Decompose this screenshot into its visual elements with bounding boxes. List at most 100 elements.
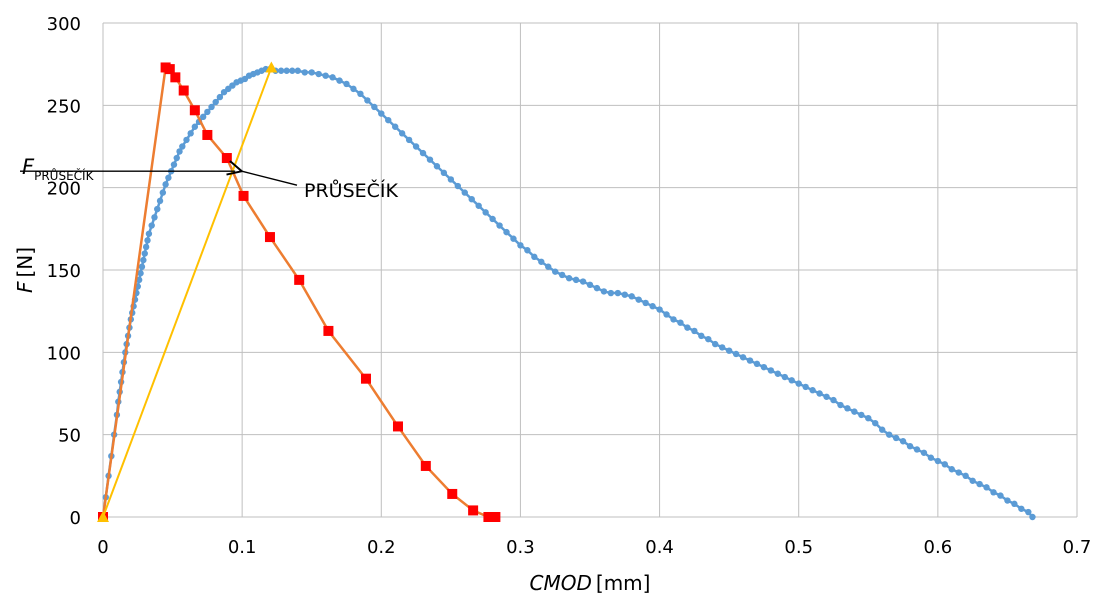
data-point (948, 466, 955, 473)
data-point (392, 123, 399, 130)
data-point (178, 85, 189, 96)
data-point (976, 480, 983, 488)
data-point (739, 354, 747, 361)
data-point (277, 67, 285, 74)
data-point (159, 189, 167, 196)
data-point (426, 156, 434, 163)
data-point (746, 357, 754, 364)
data-point (164, 64, 175, 75)
x-tick-label: 0.3 (506, 537, 535, 558)
y-tick-label: 100 (47, 343, 81, 364)
data-point (844, 405, 851, 412)
data-point (635, 296, 642, 303)
intersection-force-subscript: PRŮSEČÍK (34, 168, 94, 183)
data-point (684, 324, 691, 331)
data-point (202, 129, 213, 140)
data-point (412, 143, 420, 150)
data-point (264, 232, 275, 243)
data-point (170, 161, 178, 168)
data-point (141, 250, 148, 257)
series-line (101, 65, 496, 519)
data-point (364, 97, 371, 104)
data-point (238, 190, 249, 201)
data-point (176, 148, 183, 155)
x-tick-label: 0.5 (784, 537, 813, 558)
grid (103, 22, 1078, 517)
y-tick-label: 250 (47, 96, 81, 117)
data-point (538, 258, 545, 265)
data-point (642, 299, 649, 307)
data-point (420, 460, 431, 471)
data-point (378, 110, 385, 117)
data-point (208, 103, 215, 111)
data-point (154, 205, 161, 213)
data-point (140, 256, 147, 264)
data-point (531, 253, 538, 261)
data-point (489, 215, 496, 223)
data-point (517, 242, 524, 249)
intersection-force-var: F (22, 155, 35, 179)
data-point (691, 327, 698, 335)
data-point (329, 74, 336, 81)
data-point (760, 363, 768, 371)
y-tick-label: 300 (47, 14, 81, 35)
data-point (865, 415, 872, 422)
data-point (301, 69, 308, 76)
x-tick-label: 0.6 (924, 537, 953, 558)
x-tick-label: 0.7 (1063, 537, 1092, 558)
data-point (156, 197, 164, 205)
data-point (969, 477, 976, 484)
data-point (454, 182, 462, 190)
data-point (483, 512, 494, 522)
data-point (221, 153, 232, 164)
series-2 (98, 62, 501, 522)
data-point (712, 340, 719, 348)
series-layer (97, 61, 1036, 522)
data-point (468, 195, 475, 203)
data-point (649, 303, 656, 310)
data-point (781, 373, 788, 381)
data-point (447, 176, 455, 183)
data-point (265, 61, 278, 73)
data-point (475, 202, 482, 209)
data-point (545, 263, 552, 270)
data-point (97, 511, 109, 522)
data-point (572, 276, 580, 284)
y-tick-label: 50 (58, 426, 81, 447)
data-point (851, 408, 858, 415)
data-point (183, 136, 190, 144)
tick-labels: 0 0.1 0.2 0.3 0.4 0.5 0.6 0.7 0 50 100 150 200 250 300 (47, 14, 1092, 558)
data-point (294, 274, 305, 285)
data-point (137, 270, 144, 277)
data-point (323, 325, 334, 336)
intersection-force-label: FPRŮSEČÍK (22, 155, 95, 183)
data-point (189, 105, 200, 116)
data-point (170, 72, 181, 83)
x-tick-label: 0.1 (228, 537, 257, 558)
data-point (496, 222, 503, 229)
y-tick-label: 200 (47, 179, 81, 200)
data-point (145, 230, 153, 237)
data-point (322, 72, 329, 79)
data-point (503, 228, 510, 236)
x-tick-label: 0 (97, 537, 108, 558)
y-axis-title: F [N] (13, 247, 37, 293)
data-point (468, 505, 479, 516)
data-point (858, 411, 865, 419)
data-point (142, 243, 150, 251)
data-point (705, 335, 712, 343)
data-point (885, 431, 893, 438)
data-point (565, 275, 573, 282)
data-point (212, 98, 219, 106)
data-point (440, 169, 448, 177)
data-point (795, 380, 802, 387)
data-point (698, 332, 705, 340)
y-tick-label: 0 (70, 508, 81, 529)
data-point (1004, 497, 1011, 504)
x-axis-var: CMOD (530, 571, 592, 595)
data-point (767, 367, 775, 374)
data-point (816, 390, 823, 397)
y-axis-unit: [N] (13, 247, 37, 278)
data-point (148, 222, 155, 229)
